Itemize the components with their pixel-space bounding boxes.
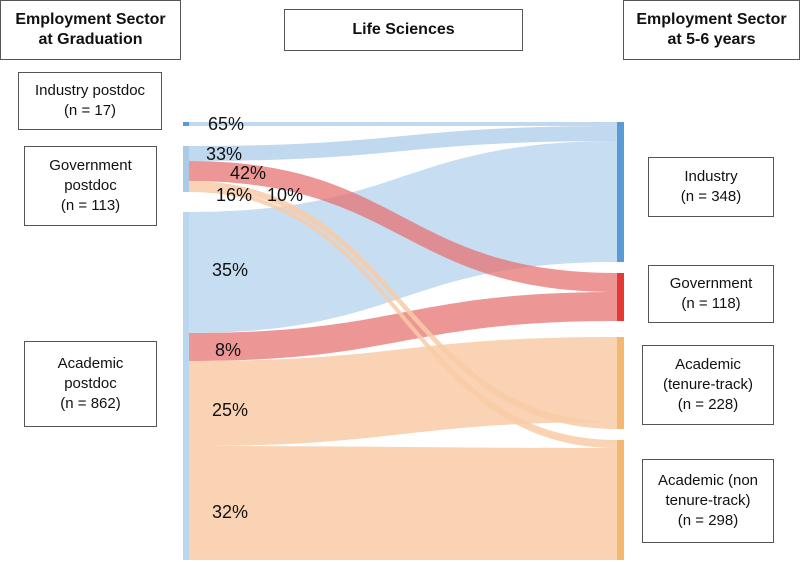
target-label-line3: (n = 228) (677, 396, 739, 413)
target-label-line3: (n = 298) (677, 512, 739, 529)
flow-acad-to-nontenure (189, 446, 617, 560)
flow-industry-to-industry (189, 122, 617, 126)
left-header: Employment Sector at Graduation (0, 0, 181, 60)
target-label-line1: Academic (non (657, 472, 759, 489)
flow-gov-to-gov (189, 161, 617, 292)
source-label-line3: (n = 113) (60, 197, 121, 214)
flow-label-gov-to-industry: 33% (206, 144, 243, 164)
flow-acad-to-industry (189, 141, 617, 333)
left-header-line2: at Graduation (38, 31, 143, 48)
node-government (617, 273, 624, 321)
target-label-line1: Industry (684, 168, 738, 185)
right-header: Employment Sector at 5-6 years (623, 0, 800, 60)
node-academic-nontenure (617, 440, 624, 560)
target-academic-tenure-box: Academic (tenure-track) (n = 228) (642, 345, 774, 425)
source-label-line3: (n = 17) (63, 102, 117, 119)
flow-label-gov-to-nontenure: 10% (267, 185, 304, 205)
source-academic-postdoc-box: Academic postdoc (n = 862) (24, 341, 157, 427)
left-header-line1: Employment Sector (15, 11, 166, 28)
flow-label-gov-to-tenure: 16% (216, 185, 253, 205)
source-label-line1: Industry postdoc (34, 82, 146, 99)
target-label-line1: Government (669, 275, 753, 292)
flow-label-industry-to-industry: 65% (208, 114, 245, 134)
center-title-text: Life Sciences (352, 21, 455, 38)
flow-label-acad-to-industry: 35% (212, 260, 249, 280)
node-government-postdoc (183, 146, 189, 192)
source-label-line1: Government (49, 157, 132, 174)
flow-label-acad-to-tenure: 25% (212, 400, 249, 420)
source-government-postdoc-box: Government postdoc (n = 113) (24, 146, 157, 226)
flow-label-acad-to-nontenure: 32% (212, 502, 249, 522)
flow-gov-to-industry (189, 126, 617, 161)
target-label-line2: tenure-track) (665, 492, 751, 509)
target-nodes (617, 122, 624, 560)
source-industry-postdoc-box: Industry postdoc (n = 17) (18, 72, 162, 130)
target-academic-nontenure-box: Academic (non tenure-track) (n = 298) (642, 459, 774, 543)
node-industry-postdoc (183, 122, 189, 126)
sankey-flows (189, 122, 617, 560)
right-header-line1: Employment Sector (636, 11, 787, 28)
flow-gov-to-tenure (189, 181, 617, 429)
source-nodes (183, 122, 189, 560)
target-industry-box: Industry (n = 348) (648, 157, 774, 217)
source-label-line1: Academic (57, 355, 124, 372)
node-academic-tenure (617, 337, 624, 429)
flow-label-gov-to-gov: 42% (230, 163, 267, 183)
node-industry (617, 122, 624, 262)
center-title: Life Sciences (284, 9, 523, 51)
target-government-box: Government (n = 118) (648, 265, 774, 323)
source-label-line3: (n = 862) (60, 395, 121, 412)
target-label-line3: (n = 348) (680, 188, 742, 205)
flow-label-acad-to-gov: 8% (215, 340, 242, 360)
source-label-line2: postdoc (64, 177, 117, 194)
flow-acad-to-gov (189, 292, 617, 361)
target-label-line3: (n = 118) (681, 295, 741, 312)
target-label-line1: Academic (675, 356, 741, 373)
node-academic-postdoc (183, 212, 189, 560)
target-label-line2: (tenure-track) (662, 376, 754, 393)
flow-gov-to-nontenure (189, 188, 617, 448)
source-label-line2: postdoc (64, 375, 117, 392)
right-header-line2: at 5-6 years (667, 31, 756, 48)
